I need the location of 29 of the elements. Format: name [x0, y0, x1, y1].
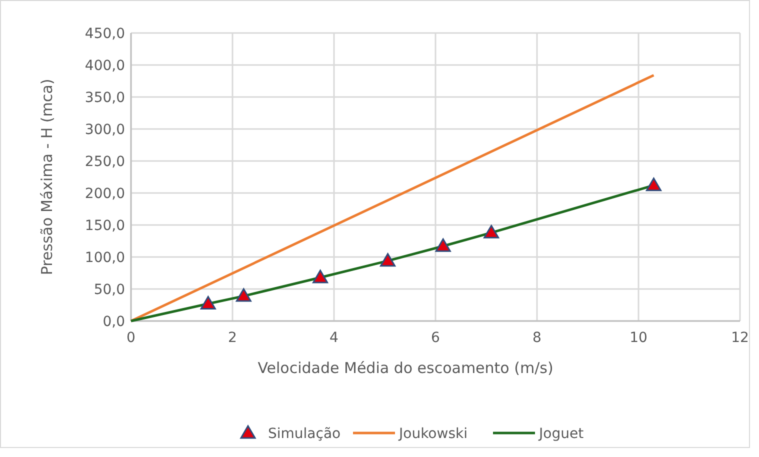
x-tick-label: 10	[630, 330, 648, 346]
y-tick-label: 450,0	[84, 26, 125, 42]
point	[435, 238, 451, 252]
point	[484, 224, 500, 238]
point	[312, 270, 328, 284]
y-tick-label: 250,0	[84, 154, 125, 170]
x-axis-title: Velocidade Média do escoamento (m/s)	[258, 359, 554, 377]
x-tick-label: 12	[731, 330, 749, 346]
legend-label: Joguet	[538, 426, 584, 442]
y-tick-label: 150,0	[84, 218, 125, 234]
y-tick-label: 200,0	[84, 186, 125, 202]
x-tick-label: 6	[431, 330, 440, 346]
y-tick-label: 300,0	[84, 122, 125, 138]
x-tick-label: 4	[330, 330, 339, 346]
y-tick-label: 50,0	[94, 282, 125, 298]
y-tick-label: 100,0	[84, 250, 125, 266]
point	[200, 296, 216, 310]
y-axis-title: Pressão Máxima - H (mca)	[38, 78, 56, 276]
x-tick-label: 2	[228, 330, 237, 346]
y-tick-label: 400,0	[84, 58, 125, 74]
x-tick-label: 8	[532, 330, 542, 346]
point	[380, 253, 396, 267]
point	[236, 288, 252, 302]
y-tick-label: 0,0	[102, 314, 125, 330]
legend-label: Joukowski	[398, 426, 468, 442]
legend-label: Simulação	[268, 426, 341, 442]
y-tick-label: 350,0	[84, 90, 125, 106]
point	[646, 178, 662, 192]
x-tick-label: 0	[126, 330, 136, 346]
